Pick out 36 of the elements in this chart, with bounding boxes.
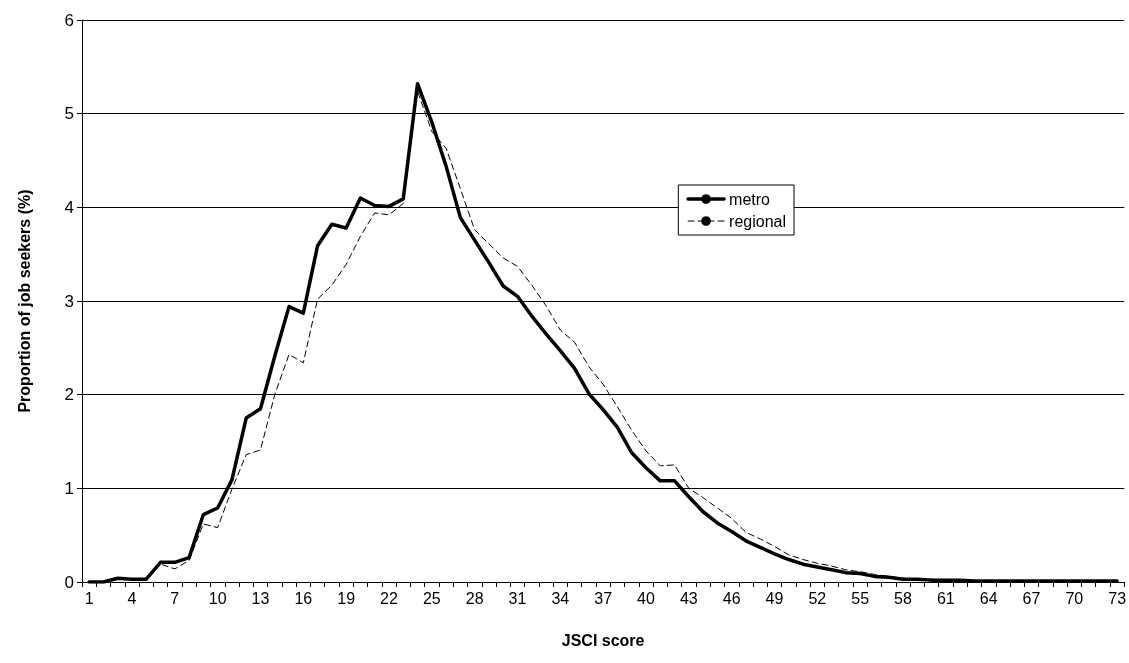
x-tick-label: 49 (765, 589, 784, 607)
x-tick-label: 64 (979, 589, 998, 607)
x-tick-label: 16 (294, 589, 313, 607)
x-axis-title: JSCI score (561, 631, 645, 649)
y-tick-label: 6 (64, 10, 74, 30)
x-tick-label: 73 (1108, 589, 1127, 607)
legend-label: metro (729, 190, 771, 208)
x-tick-label: 52 (808, 589, 827, 607)
x-tick-label: 10 (208, 589, 227, 607)
x-tick-label: 46 (722, 589, 741, 607)
x-tick-label: 1 (84, 589, 94, 607)
y-tick-label: 3 (64, 291, 74, 311)
x-tick-label: 55 (851, 589, 870, 607)
x-tick-label: 31 (508, 589, 527, 607)
x-tick-label: 28 (465, 589, 484, 607)
x-tick-label: 4 (127, 589, 137, 607)
x-tick-label: 25 (422, 589, 441, 607)
x-tick-label: 13 (251, 589, 270, 607)
y-tick-label: 0 (64, 572, 74, 592)
x-tick-label: 43 (679, 589, 698, 607)
x-tick-label: 58 (894, 589, 912, 607)
x-tick-label: 34 (551, 589, 570, 607)
x-tick-label: 67 (1022, 589, 1041, 607)
x-tick-label: 40 (637, 589, 655, 607)
y-tick-label: 1 (64, 478, 74, 498)
x-tick-label: 70 (1065, 589, 1084, 607)
x-tick-label: 7 (170, 589, 180, 607)
y-tick-label: 2 (64, 385, 74, 405)
x-tick-label: 61 (936, 589, 955, 607)
legend-label: regional (729, 212, 787, 230)
y-tick-label: 4 (64, 197, 74, 217)
y-tick-label: 5 (64, 104, 74, 124)
x-tick-label: 37 (594, 589, 613, 607)
x-tick-label: 19 (337, 589, 356, 607)
y-axis-title: Proportion of job seekers (%) (15, 189, 33, 413)
x-tick-label: 22 (380, 589, 398, 607)
